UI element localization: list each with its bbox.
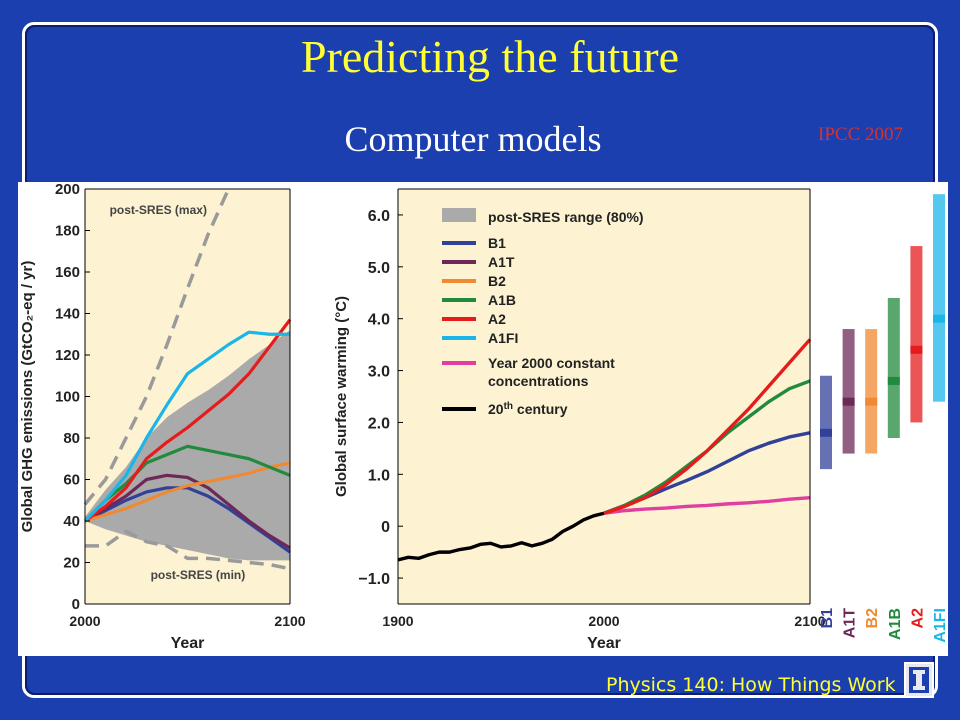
emissions-y-tick-label: 80 (63, 430, 80, 447)
scenario-best-estimate-a2 (910, 345, 923, 354)
legend-label-20th-superscript: th (504, 401, 513, 412)
legend-label-a1fi: A1FI (488, 330, 518, 346)
source-citation: IPCC 2007 (818, 124, 903, 145)
scenario-bar-a2 (910, 246, 923, 423)
legend-label-range: post-SRES range (80%) (488, 209, 644, 225)
warming-line-20th-century (397, 511, 605, 562)
scenario-label-a1fi: A1FI (932, 608, 948, 643)
emissions-line-a2 (84, 318, 292, 523)
scenario-bar-a1b (887, 297, 900, 438)
warming-y-tick-label: 6.0 (368, 208, 390, 225)
emissions-y-tick-label: 160 (55, 264, 80, 281)
emissions-x-axis-label: Year (171, 635, 205, 652)
annotation-post-sres-max: post-SRES (max) (110, 203, 207, 217)
warming-y-axis-label: Global surface warming (°C) (333, 296, 350, 497)
scenario-bar-a1t (842, 329, 855, 454)
emissions-x-tick-label: 2100 (274, 613, 305, 629)
scenario-label-b1: B1 (819, 608, 836, 629)
scenario-best-estimate-b1 (820, 428, 832, 437)
legend-label-b1: B1 (488, 235, 506, 251)
warming-line-year-2000-constant-concentrations (603, 495, 811, 515)
emissions-x-tick-label: 2000 (69, 613, 100, 629)
legend-label-a1t: A1T (488, 254, 515, 270)
emissions-max-dashed-line (83, 188, 231, 506)
emissions-y-tick-label: 120 (55, 347, 80, 364)
legend-label-20th-part: 20 (488, 401, 504, 417)
emissions-line-a1b (83, 444, 291, 523)
logo-mark-icon (909, 667, 929, 693)
emissions-line-a1t (84, 473, 291, 550)
warming-y-tick-label: −1.0 (358, 571, 390, 588)
legend-label-20th-century: 20th century (488, 401, 568, 418)
legend-label-b2: B2 (488, 273, 506, 289)
scenario-label-b2: B2 (864, 608, 881, 629)
warming-y-tick-label: 1.0 (368, 467, 390, 484)
emissions-y-tick-label: 140 (55, 306, 80, 323)
warming-x-axis-label: Year (587, 635, 621, 652)
emissions-line-b1 (84, 486, 291, 554)
legend-swatch-range (442, 208, 476, 222)
warming-line-a2 (603, 338, 812, 515)
warming-y-tick-label: 0 (381, 519, 390, 536)
warming-y-tick-label: 2.0 (368, 415, 390, 432)
emissions-line-a1fi (83, 330, 290, 523)
legend-label-constant-line2: concentrations (488, 373, 589, 389)
slide-title: Predicting the future (300, 31, 680, 82)
university-logo (904, 662, 934, 698)
scenario-bar-a1fi (933, 194, 945, 402)
scenario-best-estimate-a1t (842, 397, 855, 406)
scenario-bar-b1 (820, 375, 832, 470)
warming-y-tick-label: 3.0 (368, 364, 390, 381)
emissions-line-b2 (84, 461, 291, 523)
slide-subtitle: Computer models (344, 119, 602, 159)
scenario-label-a1t: A1T (842, 608, 859, 638)
emissions-y-tick-label: 180 (55, 223, 80, 240)
emissions-min-dashed-line (85, 529, 291, 571)
legend-label-a2: A2 (488, 311, 506, 327)
figure-panel: 0 20 40 60 80 100 120 140 160 180 200 2000 2100 Year G… (18, 181, 949, 656)
warming-x-tick-label: 1900 (382, 613, 413, 629)
emissions-y-axis-label: Global GHG emissions (GtCO₂-eq / yr) (19, 261, 36, 533)
emissions-y-tick-label: 60 (63, 472, 80, 489)
scenario-best-estimate-b2 (865, 397, 878, 406)
scenario-bar-b2 (865, 329, 878, 454)
warming-y-tick-label: 5.0 (368, 260, 390, 277)
warming-x-tick-label: 2000 (588, 613, 619, 629)
scenario-label-a1b: A1B (887, 608, 904, 640)
footer-text: Physics 140: How Things Work (606, 674, 896, 696)
scenario-label-a2: A2 (909, 608, 926, 629)
emissions-y-tick-label: 40 (63, 513, 80, 530)
emissions-y-tick-label: 200 (55, 182, 80, 198)
legend-label-constant-line1: Year 2000 constant (488, 355, 615, 371)
emissions-y-tick-label: 100 (55, 389, 80, 406)
warming-plot-area (398, 189, 810, 604)
warming-y-tick-label: 4.0 (368, 312, 390, 329)
emissions-y-tick-label: 0 (72, 596, 80, 613)
legend-label-century-part: century (513, 401, 568, 417)
legend-label-a1b: A1B (488, 292, 516, 308)
scenario-best-estimate-a1fi (933, 314, 945, 323)
annotation-post-sres-min: post-SRES (min) (151, 568, 246, 582)
emissions-y-tick-label: 20 (63, 555, 80, 572)
scenario-best-estimate-a1b (887, 376, 900, 385)
warming-x-tick-label: 2100 (794, 613, 825, 629)
